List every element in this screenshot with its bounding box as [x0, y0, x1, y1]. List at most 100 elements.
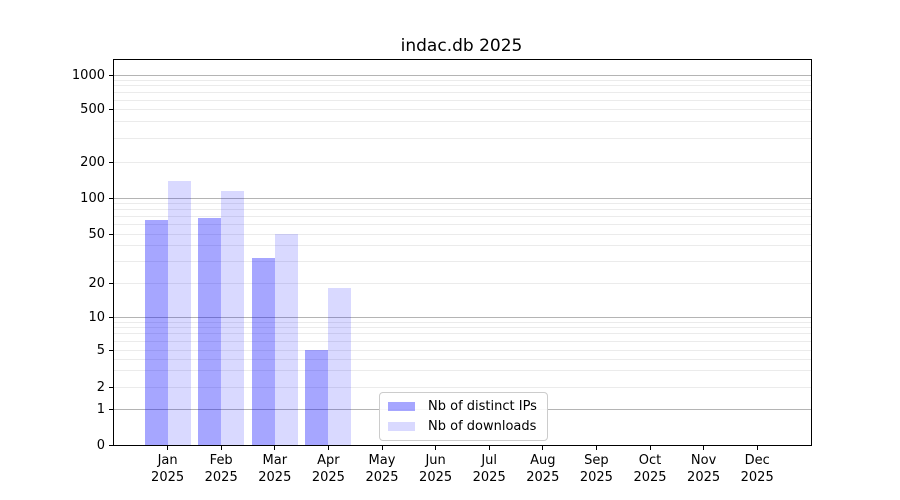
legend-swatch-downloads	[388, 422, 415, 431]
y-tick-mark	[109, 233, 113, 235]
gridline-minor	[114, 282, 811, 284]
bar-distinct-ips-jan	[144, 220, 168, 445]
x-tick-month: Sep	[584, 453, 609, 468]
legend-item-distinct-ips: Nb of distinct IPs	[388, 399, 537, 414]
gridline-minor	[114, 260, 811, 262]
x-tick-mark	[649, 446, 651, 450]
gridline-minor	[114, 321, 811, 323]
y-tick-label: 10	[88, 309, 105, 325]
x-tick-mark	[703, 446, 705, 450]
gridline-minor	[114, 91, 811, 93]
x-tick-month: Jan	[157, 453, 178, 468]
x-tick-label-sep: Sep 2025	[569, 452, 623, 486]
y-tick-mark	[109, 349, 113, 351]
x-tick-label-aug: Aug 2025	[516, 452, 570, 486]
y-tick-mark	[109, 316, 113, 318]
x-tick-mark	[381, 446, 383, 450]
x-tick-month: Jul	[481, 453, 498, 468]
gridline-minor	[114, 138, 811, 140]
x-tick-label-apr: Apr 2025	[301, 452, 355, 486]
bar-downloads-jan	[167, 180, 191, 445]
bar-downloads-apr	[328, 288, 352, 445]
x-tick-year: 2025	[258, 470, 292, 485]
x-tick-mark	[756, 446, 758, 450]
x-tick-mark	[220, 446, 222, 450]
gridline-minor	[114, 161, 811, 163]
y-tick-label: 5	[96, 342, 105, 358]
legend-swatch-distinct-ips	[388, 402, 415, 411]
gridline-minor	[114, 209, 811, 211]
x-tick-mark	[595, 446, 597, 450]
y-tick-label: 1	[96, 401, 105, 417]
x-tick-mark	[327, 446, 329, 450]
x-tick-month: Mar	[262, 453, 288, 468]
x-tick-year: 2025	[472, 470, 506, 485]
x-tick-year: 2025	[633, 470, 667, 485]
y-tick-mark	[109, 197, 113, 199]
x-tick-label-dec: Dec 2025	[730, 452, 784, 486]
x-tick-month: Apr	[317, 453, 340, 468]
legend-item-downloads: Nb of downloads	[388, 419, 537, 434]
x-tick-label-jan: Jan 2025	[141, 452, 195, 486]
gridline-major	[114, 316, 811, 318]
y-tick-mark	[109, 74, 113, 76]
gridline-major	[114, 197, 811, 199]
gridline-minor	[114, 99, 811, 101]
y-tick-label: 20	[88, 275, 105, 291]
gridline-minor	[114, 340, 811, 342]
x-tick-year: 2025	[419, 470, 453, 485]
gridline-minor	[114, 349, 811, 351]
y-tick-mark	[109, 386, 113, 388]
x-tick-month: Aug	[530, 453, 556, 468]
gridline-minor	[114, 233, 811, 235]
gridline-minor	[114, 370, 811, 372]
x-tick-label-feb: Feb 2025	[194, 452, 248, 486]
x-tick-mark	[274, 446, 276, 450]
y-tick-mark	[109, 161, 113, 163]
plot-area	[113, 59, 812, 446]
x-tick-month: Jun	[425, 453, 446, 468]
y-tick-label: 0	[96, 437, 105, 453]
y-tick-label: 100	[80, 190, 105, 206]
gridline-minor	[114, 245, 811, 247]
x-tick-year: 2025	[311, 470, 345, 485]
gridline-minor	[114, 216, 811, 218]
chart-title: indac.db 2025	[400, 36, 523, 56]
x-tick-year: 2025	[365, 470, 399, 485]
gridline-major	[114, 74, 811, 76]
legend-label-distinct-ips: Nb of distinct IPs	[428, 399, 537, 414]
y-tick-label: 1000	[71, 67, 105, 83]
x-tick-year: 2025	[687, 470, 721, 485]
legend-label-downloads: Nb of downloads	[428, 419, 537, 434]
x-tick-label-jul: Jul 2025	[462, 452, 516, 486]
y-tick-mark	[109, 408, 113, 410]
y-tick-label: 500	[80, 101, 105, 117]
y-tick-mark	[109, 108, 113, 110]
x-tick-year: 2025	[579, 470, 613, 485]
x-tick-month: Oct	[638, 453, 662, 468]
legend: Nb of distinct IPs Nb of downloads	[379, 392, 548, 441]
x-tick-mark	[167, 446, 169, 450]
x-tick-year: 2025	[204, 470, 238, 485]
gridline-minor	[114, 224, 811, 226]
x-tick-month: Nov	[690, 453, 717, 468]
bar-downloads-mar	[274, 234, 298, 445]
gridline-minor	[114, 386, 811, 388]
y-tick-label: 200	[80, 154, 105, 170]
x-tick-label-mar: Mar 2025	[248, 452, 302, 486]
y-tick-mark	[109, 282, 113, 284]
x-tick-label-nov: Nov 2025	[677, 452, 731, 486]
gridline-minor	[114, 202, 811, 204]
x-tick-mark	[488, 446, 490, 450]
gridline-minor	[114, 333, 811, 335]
gridline-minor	[114, 327, 811, 329]
gridline-minor	[114, 108, 811, 110]
x-tick-label-oct: Oct 2025	[623, 452, 677, 486]
y-tick-mark	[109, 444, 113, 446]
gridline-minor	[114, 79, 811, 81]
bar-downloads-feb	[221, 190, 245, 445]
bar-distinct-ips-mar	[251, 257, 275, 445]
x-tick-mark	[435, 446, 437, 450]
gridline-minor	[114, 121, 811, 123]
